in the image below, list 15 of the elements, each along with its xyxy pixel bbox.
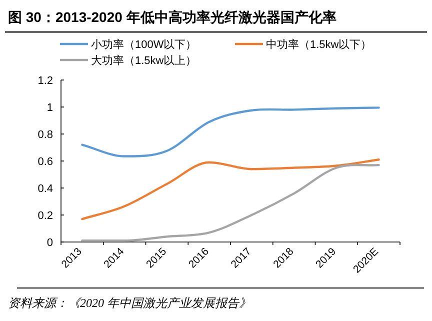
legend-label: 小功率（100W以下） (91, 38, 197, 51)
legend-label: 中功率（1.5kw以下） (266, 38, 372, 51)
y-tick-label: 0.6 (38, 156, 53, 168)
text: 资料来源：《2020 年中国激光产业发展报告》 (8, 296, 251, 310)
y-tick-label: 0.2 (38, 210, 53, 222)
line-series (81, 106, 380, 158)
line-series (81, 164, 380, 242)
y-tick-label: 0.4 (38, 183, 53, 195)
chart-title: 图 30：2013-2020 年低中高功率光纤激光器国产化率 (8, 9, 336, 25)
y-tick-label: 1.2 (38, 75, 53, 87)
y-tick-label: 1 (46, 102, 53, 114)
legend-label: 大功率（1.5kw以上） (91, 54, 197, 67)
line-series (81, 158, 380, 220)
y-tick-label: 0 (46, 237, 53, 249)
y-tick-label: 0.8 (38, 129, 53, 141)
